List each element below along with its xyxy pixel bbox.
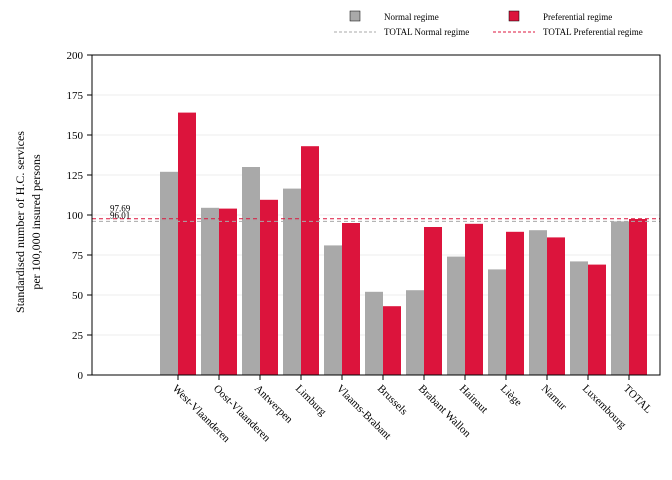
x-tick-label-total: TOTAL — [621, 383, 654, 416]
y-axis-label-line-1: Standardised number of H.C. services — [13, 131, 27, 313]
y-tick-label: 0 — [78, 370, 84, 382]
legend-swatch-normal-regime — [349, 10, 361, 22]
bar-normal-regime-luxembourg — [570, 261, 588, 375]
bar-preferential-regime-west-vlaanderen — [178, 112, 196, 375]
bar-preferential-regime-luxembourg — [588, 264, 606, 375]
y-tick-label: 50 — [72, 290, 84, 302]
legend-label-total-normal-regime: TOTAL Normal regime — [384, 27, 469, 37]
y-tick-label: 75 — [72, 250, 84, 262]
bar-preferential-regime-total — [629, 219, 647, 375]
bar-normal-regime-limburg — [283, 188, 301, 375]
bar-preferential-regime-brabant-wallon — [424, 227, 442, 375]
y-tick-label: 25 — [72, 330, 84, 342]
legend-label-total-preferential-regime: TOTAL Preferential regime — [543, 27, 643, 37]
legend-swatch-preferential-regime — [508, 10, 520, 22]
bar-preferential-regime-brussels — [383, 306, 401, 375]
y-tick-label: 100 — [67, 210, 84, 222]
legend-label-normal-regime: Normal regime — [384, 12, 439, 22]
y-tick-label: 175 — [67, 90, 84, 102]
bar-normal-regime-total — [611, 221, 629, 375]
x-tick-label-liege: Liège — [498, 383, 524, 409]
bar-preferential-regime-liege — [506, 231, 524, 375]
bar-normal-regime-hainaut — [447, 256, 465, 375]
bar-preferential-regime-antwerpen — [260, 199, 278, 375]
x-axis: West-VlaanderenOost-VlaanderenAntwerpenL… — [170, 375, 654, 445]
y-tick-label: 150 — [67, 130, 84, 142]
bar-preferential-regime-vlaams-brabant — [342, 223, 360, 375]
reference-label-total-preferential-regime: 97.69 — [110, 204, 131, 214]
y-axis: 0 25 50 75 100 125 150 175 200 — [67, 50, 92, 382]
bar-preferential-regime-oost-vlaanderen — [219, 208, 237, 375]
bar-normal-regime-brussels — [365, 291, 383, 375]
bar-normal-regime-namur — [529, 230, 547, 375]
x-tick-label-namur: Namur — [539, 383, 569, 413]
x-tick-label-brussels: Brussels — [375, 383, 410, 418]
bar-normal-regime-antwerpen — [242, 167, 260, 375]
y-tick-label: 125 — [67, 170, 84, 182]
reference-label-total-normal-regime: 96.01 — [110, 210, 130, 220]
y-tick-label: 200 — [67, 50, 84, 62]
legend-label-preferential-regime: Preferential regime — [543, 12, 612, 22]
bar-preferential-regime-limburg — [301, 146, 319, 375]
bar-normal-regime-vlaams-brabant — [324, 245, 342, 375]
bars — [160, 112, 647, 375]
bar-preferential-regime-namur — [547, 237, 565, 375]
x-tick-label-antwerpen: Antwerpen — [252, 383, 295, 426]
bar-normal-regime-brabant-wallon — [406, 290, 424, 375]
x-tick-label-hainaut: Hainaut — [457, 383, 490, 416]
legend: Normal regime Preferential regime TOTAL … — [334, 10, 643, 37]
bar-normal-regime-west-vlaanderen — [160, 171, 178, 375]
y-axis-label-line-2: per 100,000 insured persons — [29, 154, 43, 290]
bar-normal-regime-oost-vlaanderen — [201, 207, 219, 375]
bar-normal-regime-liege — [488, 269, 506, 375]
x-tick-label-limburg: Limburg — [293, 383, 329, 419]
bar-preferential-regime-hainaut — [465, 223, 483, 375]
